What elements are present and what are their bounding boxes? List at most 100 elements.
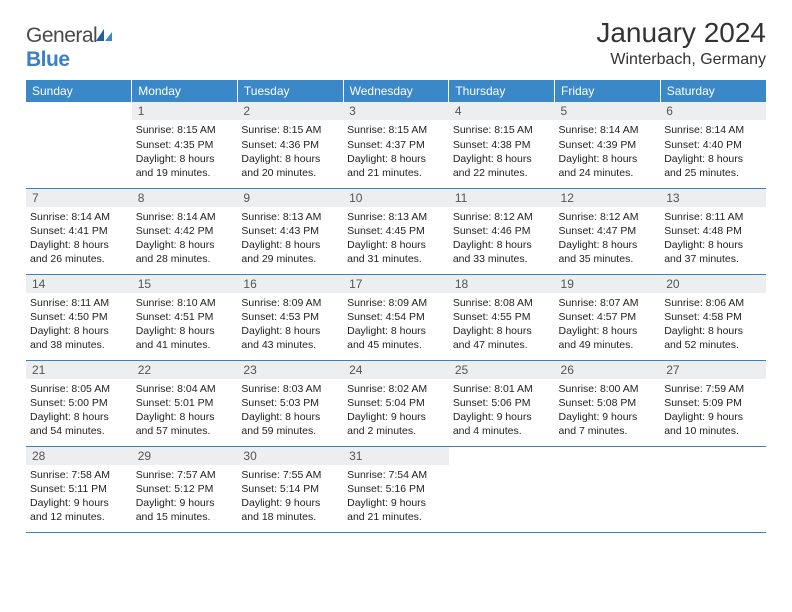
day-cell: 25Sunrise: 8:01 AMSunset: 5:06 PMDayligh… [449,360,555,446]
day-cell [449,446,555,532]
day-number: 15 [132,275,238,293]
week-row: 14Sunrise: 8:11 AMSunset: 4:50 PMDayligh… [26,274,766,360]
day-cell: 3Sunrise: 8:15 AMSunset: 4:37 PMDaylight… [343,102,449,188]
day-number: 18 [449,275,555,293]
day-cell: 9Sunrise: 8:13 AMSunset: 4:43 PMDaylight… [237,188,343,274]
day-details: Sunrise: 7:59 AMSunset: 5:09 PMDaylight:… [660,379,766,443]
day-details: Sunrise: 8:05 AMSunset: 5:00 PMDaylight:… [26,379,132,443]
day-number [555,447,661,451]
calendar-page: GeneralBlue January 2024 Winterbach, Ger… [0,0,792,533]
day-details: Sunrise: 8:15 AMSunset: 4:37 PMDaylight:… [343,120,449,184]
day-number: 7 [26,189,132,207]
weekday-header: Wednesday [343,80,449,102]
logo: GeneralBlue [26,18,113,72]
day-details: Sunrise: 7:55 AMSunset: 5:14 PMDaylight:… [237,465,343,529]
day-details: Sunrise: 8:10 AMSunset: 4:51 PMDaylight:… [132,293,238,357]
day-number: 24 [343,361,449,379]
day-details: Sunrise: 8:06 AMSunset: 4:58 PMDaylight:… [660,293,766,357]
day-number: 23 [237,361,343,379]
day-cell: 6Sunrise: 8:14 AMSunset: 4:40 PMDaylight… [660,102,766,188]
day-number: 4 [449,102,555,120]
week-row: 28Sunrise: 7:58 AMSunset: 5:11 PMDayligh… [26,446,766,532]
day-details: Sunrise: 8:08 AMSunset: 4:55 PMDaylight:… [449,293,555,357]
day-number: 25 [449,361,555,379]
day-cell: 22Sunrise: 8:04 AMSunset: 5:01 PMDayligh… [132,360,238,446]
day-cell: 12Sunrise: 8:12 AMSunset: 4:47 PMDayligh… [555,188,661,274]
day-cell: 16Sunrise: 8:09 AMSunset: 4:53 PMDayligh… [237,274,343,360]
day-number: 14 [26,275,132,293]
weekday-header: Tuesday [237,80,343,102]
day-cell: 20Sunrise: 8:06 AMSunset: 4:58 PMDayligh… [660,274,766,360]
day-details: Sunrise: 8:09 AMSunset: 4:54 PMDaylight:… [343,293,449,357]
weekday-header: Monday [132,80,238,102]
day-cell: 30Sunrise: 7:55 AMSunset: 5:14 PMDayligh… [237,446,343,532]
day-cell: 10Sunrise: 8:13 AMSunset: 4:45 PMDayligh… [343,188,449,274]
day-details: Sunrise: 8:03 AMSunset: 5:03 PMDaylight:… [237,379,343,443]
day-details: Sunrise: 8:02 AMSunset: 5:04 PMDaylight:… [343,379,449,443]
day-cell: 24Sunrise: 8:02 AMSunset: 5:04 PMDayligh… [343,360,449,446]
day-cell: 17Sunrise: 8:09 AMSunset: 4:54 PMDayligh… [343,274,449,360]
day-cell: 14Sunrise: 8:11 AMSunset: 4:50 PMDayligh… [26,274,132,360]
day-number: 28 [26,447,132,465]
day-details: Sunrise: 8:14 AMSunset: 4:42 PMDaylight:… [132,207,238,271]
day-details: Sunrise: 8:01 AMSunset: 5:06 PMDaylight:… [449,379,555,443]
day-number: 9 [237,189,343,207]
title-block: January 2024 Winterbach, Germany [596,18,766,69]
day-details: Sunrise: 7:54 AMSunset: 5:16 PMDaylight:… [343,465,449,529]
day-cell [660,446,766,532]
day-number: 30 [237,447,343,465]
day-cell [26,102,132,188]
day-cell: 26Sunrise: 8:00 AMSunset: 5:08 PMDayligh… [555,360,661,446]
logo-text-blue: Blue [26,48,70,71]
day-number: 31 [343,447,449,465]
day-details: Sunrise: 8:15 AMSunset: 4:36 PMDaylight:… [237,120,343,184]
logo-sail-icon [95,24,113,48]
weekday-header: Thursday [449,80,555,102]
day-details: Sunrise: 7:57 AMSunset: 5:12 PMDaylight:… [132,465,238,529]
calendar-body: 1Sunrise: 8:15 AMSunset: 4:35 PMDaylight… [26,102,766,532]
day-number: 6 [660,102,766,120]
day-cell: 8Sunrise: 8:14 AMSunset: 4:42 PMDaylight… [132,188,238,274]
calendar-table: Sunday Monday Tuesday Wednesday Thursday… [26,80,766,533]
day-number: 29 [132,447,238,465]
day-number: 5 [555,102,661,120]
day-number: 21 [26,361,132,379]
day-cell [555,446,661,532]
day-cell: 19Sunrise: 8:07 AMSunset: 4:57 PMDayligh… [555,274,661,360]
day-cell: 15Sunrise: 8:10 AMSunset: 4:51 PMDayligh… [132,274,238,360]
day-number: 12 [555,189,661,207]
day-details: Sunrise: 8:12 AMSunset: 4:47 PMDaylight:… [555,207,661,271]
day-cell: 18Sunrise: 8:08 AMSunset: 4:55 PMDayligh… [449,274,555,360]
day-details: Sunrise: 8:12 AMSunset: 4:46 PMDaylight:… [449,207,555,271]
day-number [26,102,132,106]
logo-text-general: General [26,24,97,47]
day-details: Sunrise: 8:11 AMSunset: 4:50 PMDaylight:… [26,293,132,357]
day-details: Sunrise: 8:04 AMSunset: 5:01 PMDaylight:… [132,379,238,443]
week-row: 1Sunrise: 8:15 AMSunset: 4:35 PMDaylight… [26,102,766,188]
day-cell: 31Sunrise: 7:54 AMSunset: 5:16 PMDayligh… [343,446,449,532]
weekday-header: Saturday [660,80,766,102]
day-number: 26 [555,361,661,379]
day-number: 8 [132,189,238,207]
day-number [660,447,766,451]
logo-text: GeneralBlue [26,24,113,72]
day-number: 22 [132,361,238,379]
day-number: 11 [449,189,555,207]
day-number: 17 [343,275,449,293]
day-number: 20 [660,275,766,293]
weekday-header-row: Sunday Monday Tuesday Wednesday Thursday… [26,80,766,102]
day-number: 2 [237,102,343,120]
week-row: 21Sunrise: 8:05 AMSunset: 5:00 PMDayligh… [26,360,766,446]
day-cell: 5Sunrise: 8:14 AMSunset: 4:39 PMDaylight… [555,102,661,188]
day-cell: 27Sunrise: 7:59 AMSunset: 5:09 PMDayligh… [660,360,766,446]
day-number: 10 [343,189,449,207]
day-number: 19 [555,275,661,293]
day-number: 13 [660,189,766,207]
day-details: Sunrise: 8:07 AMSunset: 4:57 PMDaylight:… [555,293,661,357]
day-cell: 2Sunrise: 8:15 AMSunset: 4:36 PMDaylight… [237,102,343,188]
day-number: 27 [660,361,766,379]
day-number: 3 [343,102,449,120]
month-title: January 2024 [596,18,766,49]
day-cell: 21Sunrise: 8:05 AMSunset: 5:00 PMDayligh… [26,360,132,446]
day-cell: 13Sunrise: 8:11 AMSunset: 4:48 PMDayligh… [660,188,766,274]
